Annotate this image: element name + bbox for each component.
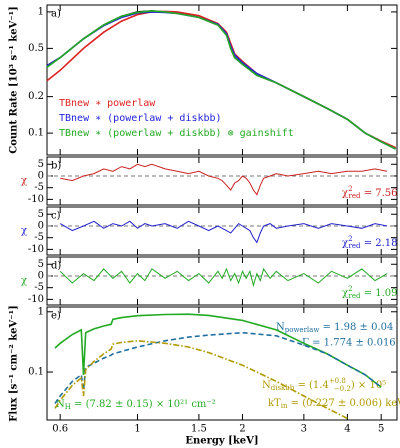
ann-part: N (56, 399, 65, 410)
annotation: kTin = (0.227 ± 0.006) keV (268, 398, 400, 411)
series-line (54, 313, 382, 388)
panel-frame (46, 156, 398, 206)
y-tick-label: 0.1 (28, 367, 44, 378)
ann-part: = (1.4 (294, 380, 329, 391)
y-axis-label: χ (21, 226, 27, 237)
ann-part: ) × 10⁵ (351, 380, 386, 391)
ann-part: 2 (348, 185, 352, 193)
panel-label: b) (51, 161, 61, 172)
y-tick-label: 0.5 (28, 43, 44, 54)
y-axis-label: Flux [s⁻¹ cm⁻² keV⁻¹] (9, 305, 20, 421)
y-tick-label: 1 (38, 6, 44, 17)
series-line (59, 267, 388, 288)
legend-entry: TBnew ∗ (powerlaw + diskbb) (59, 113, 222, 124)
annotation: Ndiskbb = (1.4+0.8 −0.2) × 10⁵ (262, 377, 386, 393)
ann-part: χ (342, 188, 348, 199)
ann-part: 2 (348, 235, 352, 243)
y-tick-label: 0 (38, 220, 44, 231)
series-line (46, 10, 396, 150)
ann-part: red (349, 242, 361, 250)
y-axis-label: Count Rate [10³ s⁻¹ keV⁻¹] (9, 6, 20, 153)
panel-frame (46, 306, 398, 421)
series-line (59, 220, 388, 244)
ann-part: +0.8 (329, 377, 346, 385)
y-tick-label: -5 (34, 282, 44, 293)
y-axis-label: χ (21, 276, 27, 287)
panel-frame (46, 206, 398, 256)
ann-part: diskbb (271, 384, 295, 392)
chi-annotation: χ2 red = 1.09 (342, 285, 398, 300)
y-tick-label: -10 (28, 294, 44, 305)
y-tick-label: 5 (38, 259, 44, 270)
ann-part: red (349, 292, 361, 300)
ann-part: = 7.56 (361, 188, 398, 199)
legend-entry: TBnew ∗ powerlaw (59, 98, 156, 109)
x-tick-label: 0.6 (52, 424, 68, 435)
panel-label: d) (51, 261, 61, 272)
chi-annotation: χ2 red = 2.18 (342, 235, 398, 250)
ann-part: = (0.227 ± 0.006) keV (287, 398, 400, 409)
ann-part: χ (342, 288, 348, 299)
panel-label: c) (51, 211, 61, 222)
y-tick-label: -5 (34, 182, 44, 193)
x-tick-label: 1.5 (191, 424, 207, 435)
annotation: Npowerlaw = 1.98 ± 0.04 (276, 322, 393, 335)
ann-part: powerlaw (285, 326, 320, 334)
ann-part: = 2.18 (361, 238, 398, 249)
ann-part: = 1.09 (361, 288, 398, 299)
y-tick-label: 0.2 (28, 91, 44, 102)
y-tick-label: 0 (38, 170, 44, 181)
y-tick-label: 1 (38, 306, 44, 317)
ann-part: −0.2 (334, 385, 351, 393)
ann-part: N (276, 322, 285, 333)
y-tick-label: 0 (38, 270, 44, 281)
y-tick-label: -10 (28, 244, 44, 255)
y-tick-label: -10 (28, 194, 44, 205)
x-axis-label: Energy [keV] (185, 436, 258, 447)
y-tick-label: 5 (38, 159, 44, 170)
y-tick-label: 0.1 (28, 128, 44, 139)
series-line (60, 163, 388, 196)
x-tick-label: 3 (301, 424, 307, 435)
series-line (54, 339, 348, 420)
panel-frame (46, 256, 398, 306)
ann-part: = (7.82 ± 0.15) × 10²¹ cm⁻² (71, 399, 216, 410)
ann-part: 2 (348, 285, 352, 293)
y-tick-label: 5 (38, 209, 44, 220)
annotation: Γ = 1.774 ± 0.016 (302, 338, 396, 349)
ann-part: N (262, 380, 271, 391)
ann-part: = 1.98 ± 0.04 (319, 322, 393, 333)
x-tick-label: 4 (344, 424, 350, 435)
y-axis-label: χ (21, 176, 27, 187)
ann-part: kT (268, 398, 281, 409)
annotation: NH = (7.82 ± 0.15) × 10²¹ cm⁻² (56, 399, 216, 412)
ann-part: χ (342, 238, 348, 249)
x-tick-label: 2 (239, 424, 245, 435)
y-tick-label: -5 (34, 232, 44, 243)
x-tick-label: 1 (134, 424, 140, 435)
chi-annotation: χ2 red = 7.56 (342, 185, 398, 200)
panel-label: e) (51, 311, 61, 322)
legend-entry: TBnew ∗ (powerlaw + diskbb) ⊗ gainshift (59, 128, 294, 139)
series-line (54, 331, 382, 404)
ann-part: red (349, 192, 361, 200)
ann-part: H (65, 403, 71, 411)
ann-part: in (281, 402, 288, 410)
panel-label: a) (51, 9, 61, 20)
x-tick-label: 5 (378, 424, 384, 435)
